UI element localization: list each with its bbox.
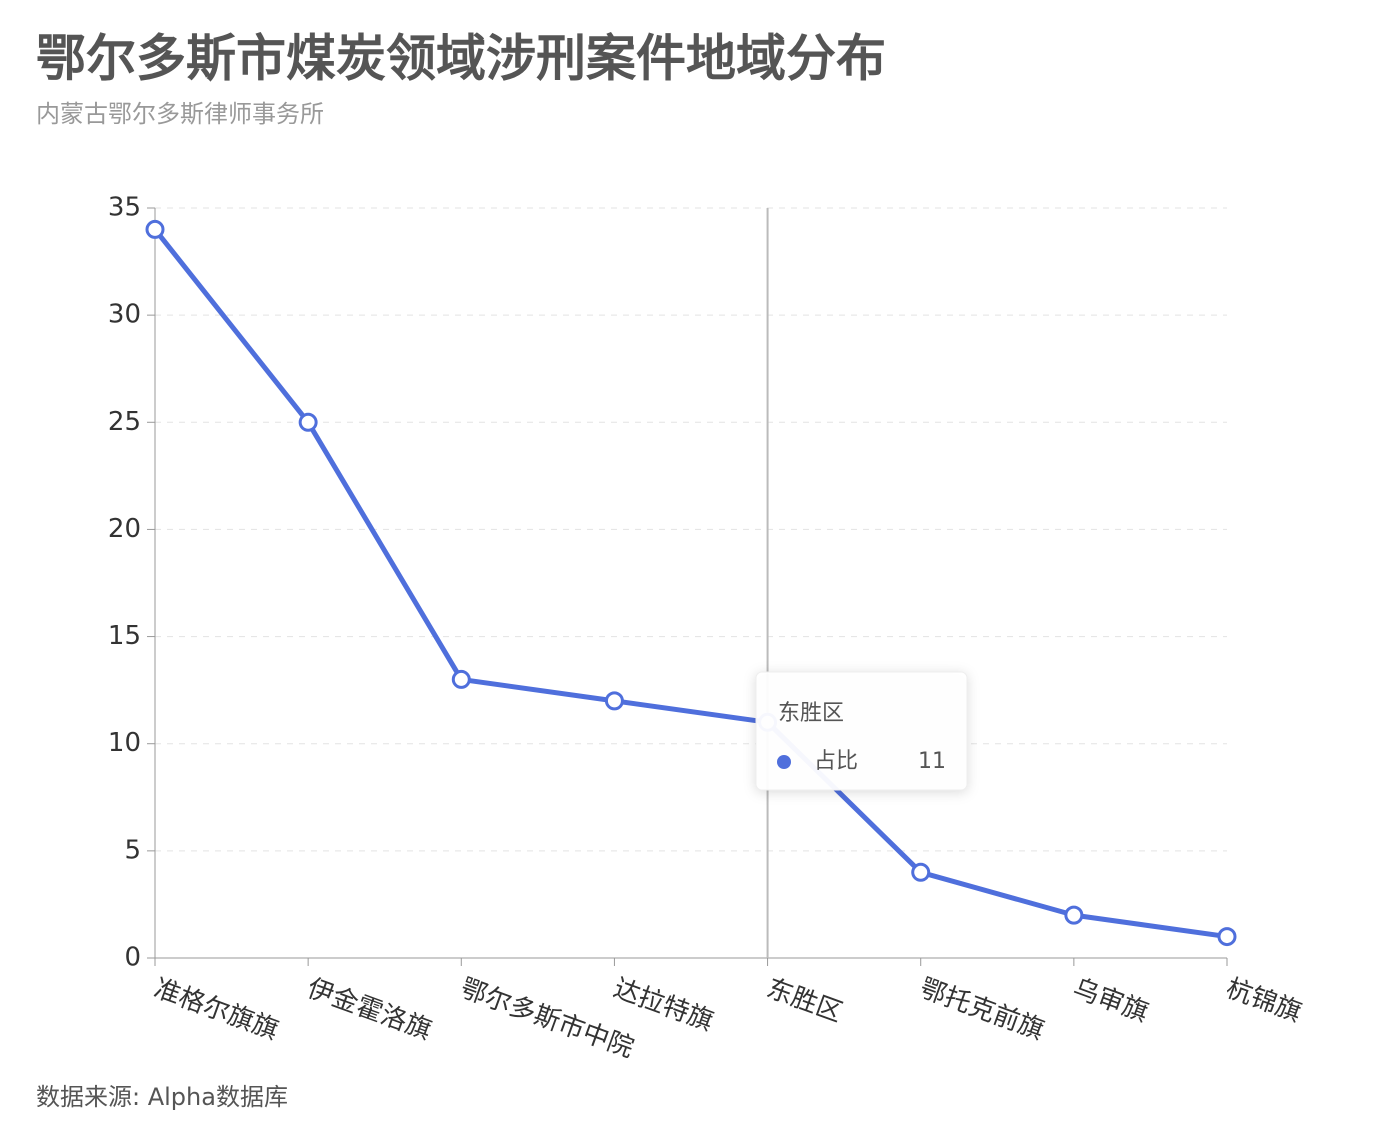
y-tick-label: 10 [108,728,141,758]
x-tick-label: 达拉特旗 [609,973,717,1037]
tooltip-marker [777,755,791,769]
y-tick-label: 0 [124,943,141,973]
x-tick-label: 伊金霍洛旗 [303,973,435,1046]
point [298,412,318,432]
y-tick-label: 20 [108,514,141,544]
tooltip-series-name: 占比 [814,749,858,774]
x-tick-label: 准格尔旗旗 [150,973,282,1046]
point [1064,905,1084,925]
x-tick-label: 东胜区 [763,973,847,1028]
point [1217,927,1237,947]
x-tick-label: 鄂托克前旗 [916,973,1048,1046]
tooltip-value: 11 [918,749,946,774]
chart-title: 鄂尔多斯市煤炭领域涉刑案件地域分布 [36,30,886,88]
point [145,219,165,239]
chart-subtitle: 内蒙古鄂尔多斯律师事务所 [36,100,324,128]
tooltip-title: 东胜区 [778,701,844,726]
source: 数据来源: Alpha数据库 [36,1083,288,1111]
line [153,227,1228,940]
x-tick-label: 鄂尔多斯市中院 [456,973,637,1063]
x-tick-label: 乌审旗 [1069,973,1153,1028]
y-tick-label: 15 [108,621,141,651]
tooltip-box [755,671,968,791]
y-tick-label: 5 [124,835,141,865]
y-tick-label: 35 [108,193,141,223]
point [451,669,471,689]
y-tick-label: 25 [108,407,141,437]
point [911,862,931,882]
x-tick-label: 杭锦旗 [1222,973,1306,1028]
point [604,691,624,711]
y-tick-label: 30 [108,300,141,330]
